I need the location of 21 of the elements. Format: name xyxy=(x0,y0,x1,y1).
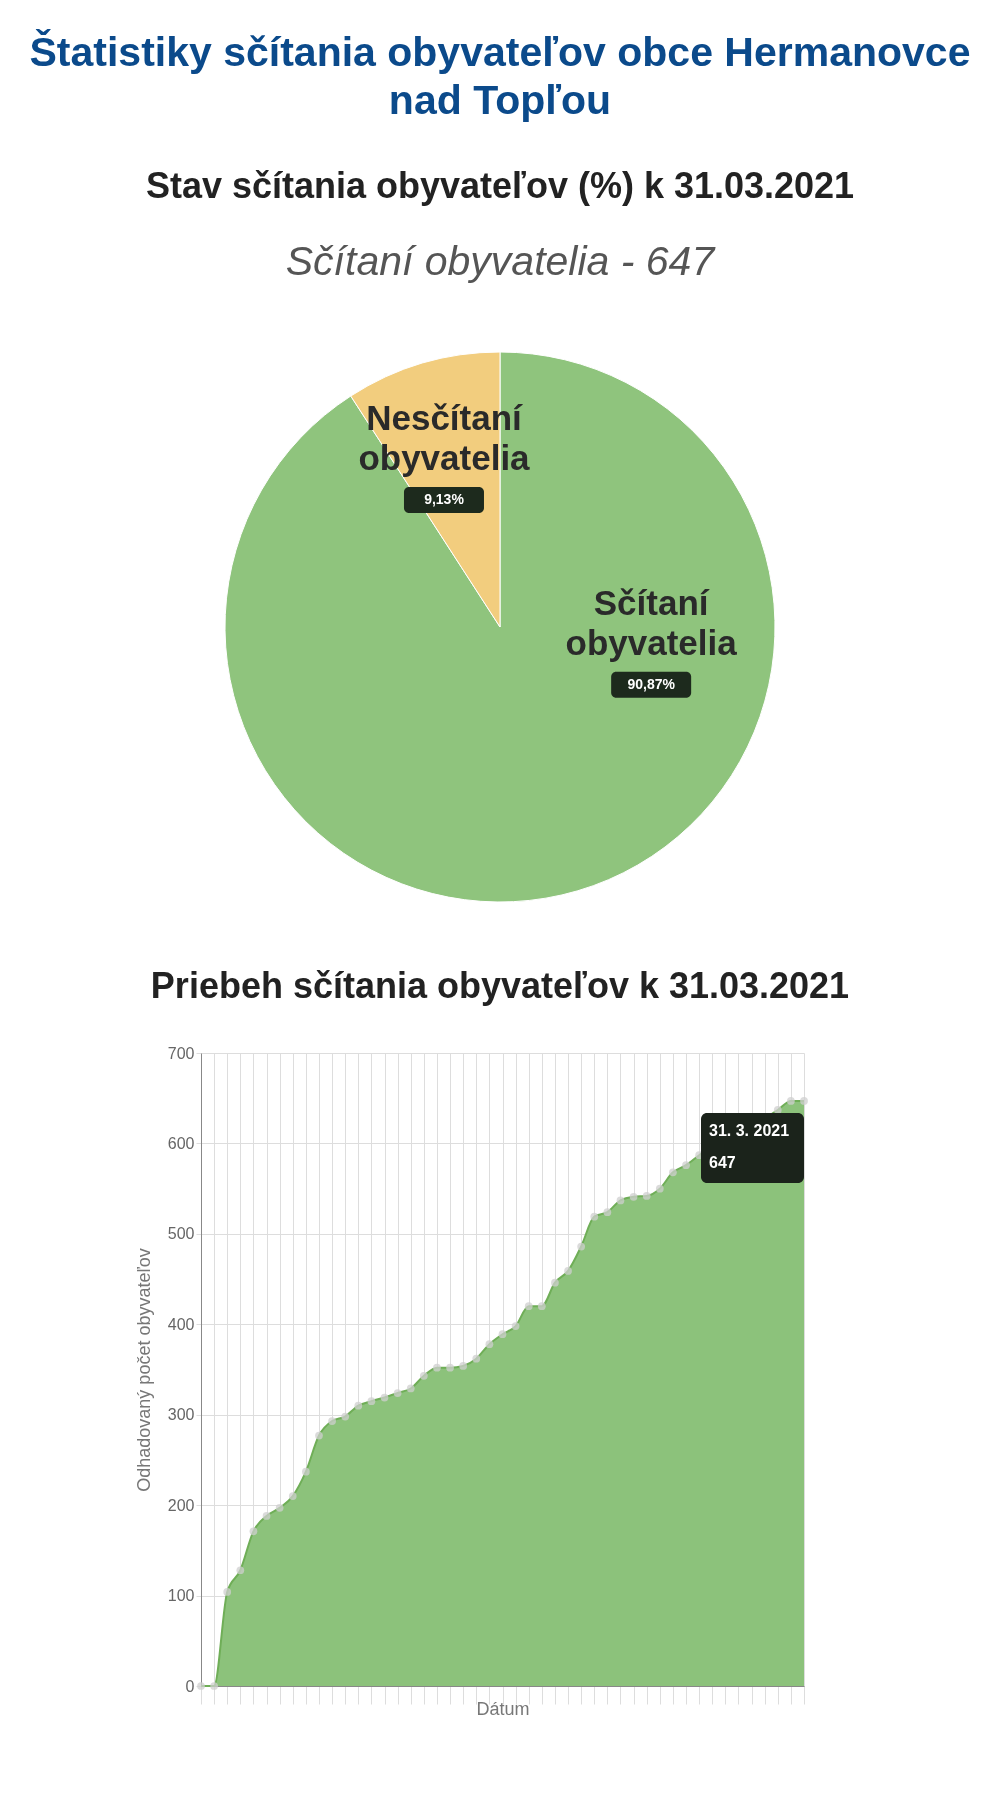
chart-title: Štatistiky sčítania obyvateľov obce Hermanovce nad Topľou xyxy=(28,28,972,124)
x-axis-title: Dátum xyxy=(476,1698,530,1719)
chart-title: Priebeh sčítania obyvateľov k 31.03.2021 xyxy=(149,965,851,1007)
data-label: 9,13% xyxy=(424,491,465,508)
slice-label: Sčítaní obyvatelia xyxy=(565,582,738,662)
y-tick-label: 300 xyxy=(167,1406,195,1424)
y-tick-label: 400 xyxy=(167,1315,195,1333)
y-tick-label: 700 xyxy=(167,1044,195,1062)
y-tick-label: 500 xyxy=(167,1225,195,1243)
y-tick-label: 100 xyxy=(167,1587,195,1605)
pie-slice xyxy=(224,351,776,903)
y-axis-title: Odhadovaný počet obyvateľov xyxy=(133,1248,154,1492)
annotation: 647 xyxy=(709,1154,736,1171)
y-tick-label: 200 xyxy=(167,1496,195,1514)
text: Sčítaní obyvatelia - 647 xyxy=(284,238,717,285)
y-tick-label: 600 xyxy=(167,1134,195,1152)
y-tick-label: 0 xyxy=(185,1677,195,1695)
annotation: 31. 3. 2021 xyxy=(709,1122,790,1139)
data-label: 90,87% xyxy=(627,675,676,692)
chart-subtitle: Stav sčítania obyvateľov (%) k 31.03.2021 xyxy=(144,165,856,207)
slice-label: Nesčítaní obyvatelia xyxy=(358,398,531,478)
